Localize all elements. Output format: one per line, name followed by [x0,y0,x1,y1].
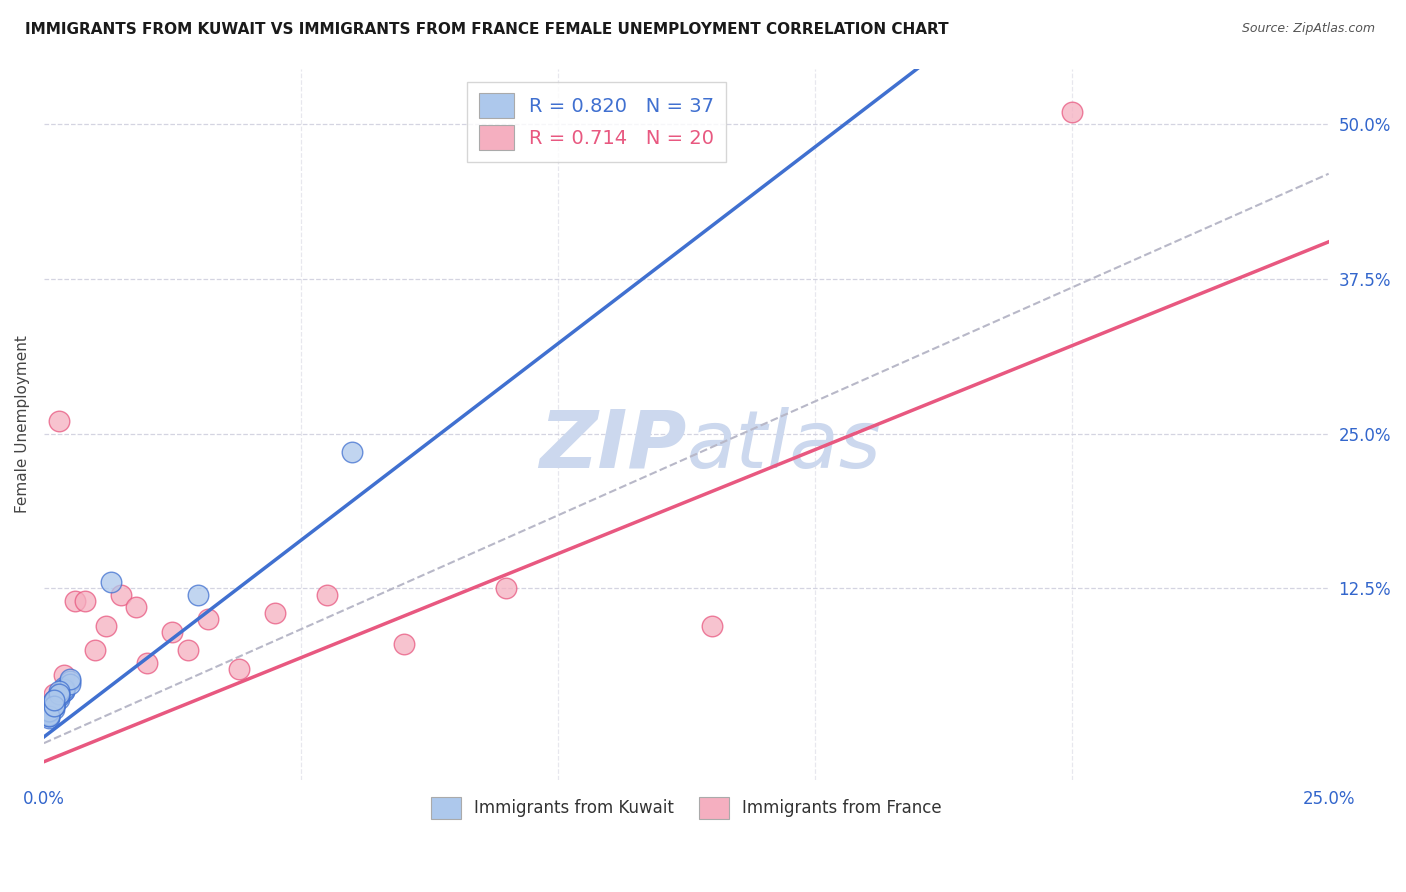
Point [125,599,148,614]
Text: Source: ZipAtlas.com: Source: ZipAtlas.com [1241,22,1375,36]
Text: ZIP: ZIP [538,407,686,484]
Point [53,681,76,696]
Point [44,695,66,709]
Point [495,582,517,596]
Point [44,697,66,711]
Point [135,656,157,670]
Point [228,662,250,676]
Point [48,687,70,701]
Point [53,684,76,698]
Point [38,707,60,722]
Point [44,699,66,714]
Point [48,414,70,428]
Point [44,701,66,715]
Point [48,684,70,698]
Text: IMMIGRANTS FROM KUWAIT VS IMMIGRANTS FROM FRANCE FEMALE UNEMPLOYMENT CORRELATION: IMMIGRANTS FROM KUWAIT VS IMMIGRANTS FRO… [25,22,949,37]
Point [58,674,80,689]
Point [73,594,96,608]
Point [44,693,66,707]
Point [44,693,66,707]
Point [38,705,60,719]
Point [44,694,66,708]
Point [48,687,70,701]
Point [38,711,60,725]
Y-axis label: Female Unemployment: Female Unemployment [15,335,30,514]
Point [264,606,287,620]
Text: atlas: atlas [686,407,882,484]
Point [110,588,132,602]
Point [187,588,209,602]
Point [94,618,117,632]
Point [38,705,60,719]
Point [162,624,184,639]
Point [315,588,337,602]
Point [100,575,122,590]
Point [84,643,107,657]
Point [197,612,219,626]
Point [392,637,415,651]
Point [53,681,76,695]
Point [700,618,723,632]
Point [342,445,364,459]
Point [48,689,70,703]
Point [38,709,60,723]
Point [53,684,76,698]
Point [58,672,80,686]
Point [48,687,70,701]
Point [38,704,60,718]
Point [44,697,66,711]
Point [48,691,70,706]
Point [44,699,66,714]
Point [38,709,60,723]
Point [48,689,70,703]
Point [44,687,66,701]
Point [48,687,70,701]
Point [58,677,80,691]
Point [44,699,66,714]
Point [48,689,70,703]
Legend: Immigrants from Kuwait, Immigrants from France: Immigrants from Kuwait, Immigrants from … [425,790,949,825]
Point [53,668,76,682]
Point [63,594,86,608]
Point [177,643,200,657]
Point [1060,104,1083,119]
Point [44,699,66,714]
